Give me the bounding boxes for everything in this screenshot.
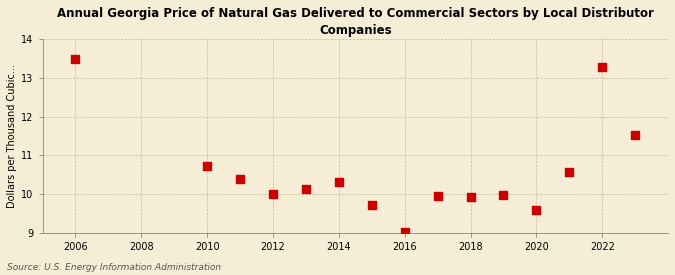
Point [333,179,344,184]
Point [367,202,377,207]
Title: Annual Georgia Price of Natural Gas Delivered to Commercial Sectors by Local Dis: Annual Georgia Price of Natural Gas Deli… [57,7,653,37]
Point [597,64,608,69]
Point [465,194,476,199]
Point [531,208,542,212]
Point [432,194,443,199]
Text: Source: U.S. Energy Information Administration: Source: U.S. Energy Information Administ… [7,263,221,272]
Point [202,164,213,168]
Point [630,133,641,138]
Point [267,192,278,196]
Point [564,170,574,174]
Point [235,177,246,182]
Point [498,192,509,197]
Y-axis label: Dollars per Thousand Cubic...: Dollars per Thousand Cubic... [7,64,17,208]
Point [70,57,81,61]
Point [300,187,311,191]
Point [400,230,410,234]
